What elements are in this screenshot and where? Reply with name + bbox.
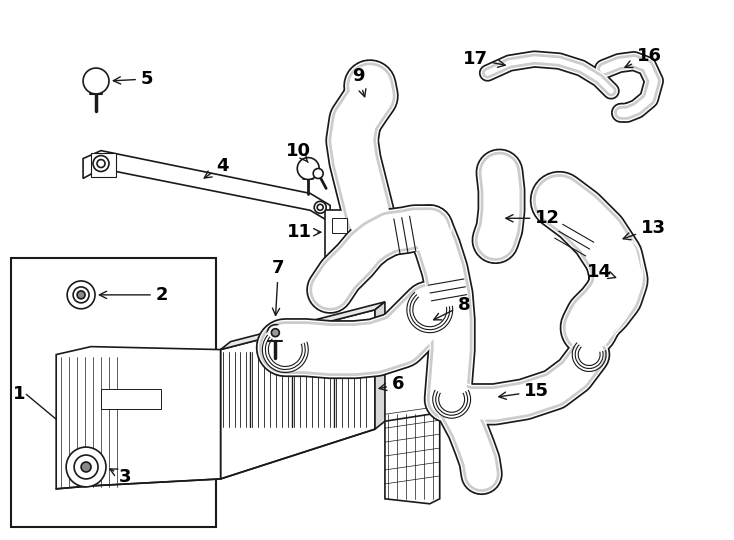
Circle shape xyxy=(81,462,91,472)
Text: 10: 10 xyxy=(286,141,310,163)
Circle shape xyxy=(93,156,109,172)
Bar xyxy=(325,210,380,260)
Circle shape xyxy=(272,329,280,336)
Polygon shape xyxy=(375,302,385,429)
Text: 12: 12 xyxy=(506,210,560,227)
Circle shape xyxy=(67,281,95,309)
Circle shape xyxy=(97,160,105,167)
Text: 6: 6 xyxy=(379,375,404,394)
Text: 4: 4 xyxy=(204,157,229,178)
Circle shape xyxy=(83,68,109,94)
Bar xyxy=(101,389,161,409)
Bar xyxy=(11,258,216,526)
Circle shape xyxy=(314,201,326,213)
Polygon shape xyxy=(220,302,385,349)
Circle shape xyxy=(355,225,369,239)
Polygon shape xyxy=(385,406,440,504)
Circle shape xyxy=(313,168,323,179)
Circle shape xyxy=(297,158,319,179)
Circle shape xyxy=(73,287,89,303)
Text: 8: 8 xyxy=(434,296,470,320)
Bar xyxy=(91,153,116,178)
Polygon shape xyxy=(220,310,375,479)
Circle shape xyxy=(77,291,85,299)
Text: 1: 1 xyxy=(13,386,26,403)
Polygon shape xyxy=(57,347,220,489)
Text: 9: 9 xyxy=(352,67,366,97)
Bar xyxy=(332,218,347,233)
Text: 11: 11 xyxy=(287,223,321,241)
Text: 14: 14 xyxy=(587,263,616,281)
Circle shape xyxy=(66,447,106,487)
Text: 15: 15 xyxy=(499,382,550,400)
Text: 16: 16 xyxy=(625,47,662,68)
Polygon shape xyxy=(83,151,330,222)
Circle shape xyxy=(267,325,283,341)
Text: 7: 7 xyxy=(272,259,285,315)
Circle shape xyxy=(74,455,98,479)
Text: 13: 13 xyxy=(623,219,666,240)
Text: 3: 3 xyxy=(110,468,131,486)
Circle shape xyxy=(317,204,323,210)
Text: 17: 17 xyxy=(462,50,505,68)
Text: 5: 5 xyxy=(113,70,153,88)
Text: 2: 2 xyxy=(99,286,168,304)
